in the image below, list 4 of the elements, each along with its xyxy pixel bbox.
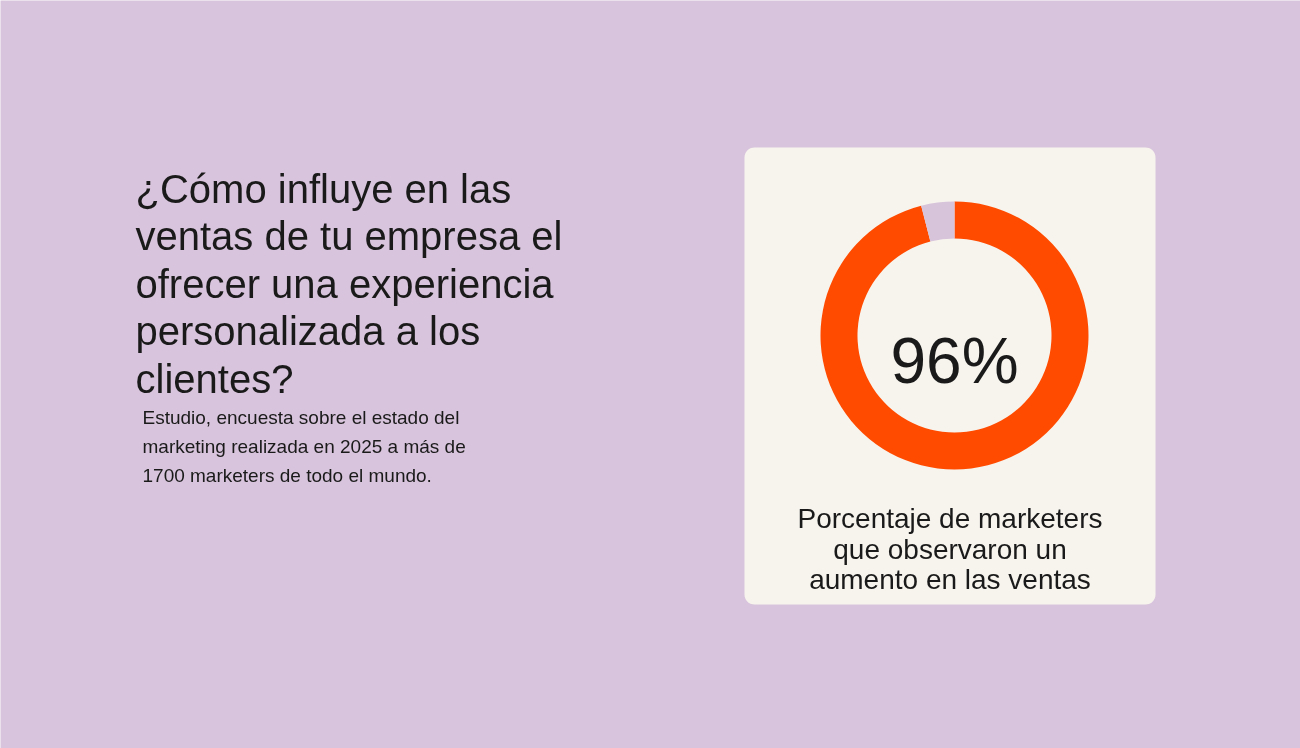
- data-label: 96%: [890, 324, 1019, 397]
- text: Estudio, encuesta sobre el estado del marketing realizada en 2025 a más de 1700 marketers de todo el mundo.: [142, 407, 466, 486]
- text: Porcentaje de marketers que observaron un aumento en las ventas: [797, 503, 1103, 595]
- text: ¿Cómo influye en las ventas de tu empresa el ofrecer una experiencia personalizada a los clientes?: [135, 166, 563, 401]
